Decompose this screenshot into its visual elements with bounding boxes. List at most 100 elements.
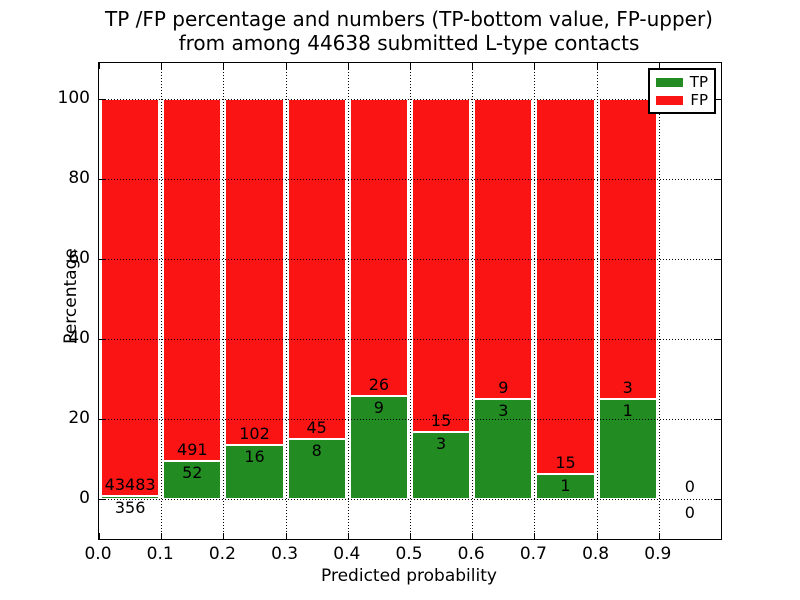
y-tick-mark — [99, 339, 105, 340]
tp-bar-segment — [412, 432, 471, 499]
x-tick-mark — [534, 533, 536, 539]
chart-title: TP /FP percentage and numbers (TP-bottom… — [98, 7, 720, 55]
x-tick-mark — [347, 63, 349, 69]
fp-bar-segment — [536, 99, 595, 474]
x-tick-mark — [161, 63, 163, 69]
y-tick-mark — [715, 99, 721, 100]
legend-entry-fp: FP — [656, 92, 708, 108]
fp-bar-segment — [287, 99, 346, 439]
horizontal-gridline — [99, 179, 721, 180]
vertical-gridline — [596, 63, 598, 539]
y-tick-label: 40 — [68, 328, 90, 348]
tp-bar-segment — [536, 474, 595, 499]
tp-bar-segment — [163, 460, 222, 499]
tp-count-label: 52 — [182, 462, 203, 482]
x-tick-label: 0.5 — [395, 544, 423, 564]
x-tick-mark — [596, 63, 598, 69]
y-tick-label: 60 — [68, 248, 90, 268]
x-tick-label: 0.9 — [644, 544, 672, 564]
horizontal-gridline — [99, 99, 721, 100]
tp-count-label: 1 — [560, 476, 571, 495]
tp-count-label: 16 — [244, 446, 265, 466]
legend-entry-tp: TP — [656, 74, 708, 90]
chart-title-line2: from among 44638 submitted L-type contac… — [178, 31, 640, 55]
y-tick-mark — [99, 259, 105, 260]
fp-bar-segment — [412, 99, 471, 433]
y-tick-mark — [715, 499, 721, 500]
vertical-gridline — [347, 63, 349, 539]
fp-legend-swatch — [656, 95, 683, 105]
fp-bar-segment — [349, 99, 408, 397]
fp-bar-segment — [598, 99, 657, 399]
x-tick-label: 0.7 — [519, 544, 547, 564]
fp-legend-label: FP — [690, 91, 708, 109]
x-tick-mark — [347, 533, 349, 539]
tp-count-label: 8 — [311, 440, 322, 460]
y-tick-label: 100 — [57, 88, 90, 108]
tp-bar-segment — [598, 399, 657, 499]
vertical-gridline — [161, 63, 163, 539]
tp-bar-segment — [101, 495, 160, 499]
tp-bar-segment — [474, 399, 533, 499]
horizontal-gridline — [99, 499, 721, 500]
fp-count-label: 102 — [239, 423, 270, 443]
x-tick-mark — [99, 533, 100, 539]
x-tick-label: 0.2 — [208, 544, 236, 564]
fp-count-label: 43483 — [104, 474, 156, 494]
y-tick-mark — [99, 419, 105, 420]
x-tick-mark — [99, 63, 100, 69]
vertical-gridline — [658, 63, 660, 539]
fp-bar-segment — [163, 99, 222, 461]
fp-count-label: 3 — [622, 378, 633, 397]
tp-count-label: 3 — [498, 401, 509, 420]
x-tick-mark — [472, 533, 474, 539]
fp-count-label: 491 — [177, 439, 208, 459]
x-tick-mark — [223, 63, 225, 69]
fp-bar-segment — [101, 99, 160, 496]
x-tick-mark — [285, 63, 287, 69]
x-tick-mark — [596, 533, 598, 539]
tp-legend-label: TP — [689, 73, 708, 91]
x-tick-label: 0.8 — [582, 544, 610, 564]
fp-count-label: 15 — [555, 453, 576, 472]
x-tick-mark — [472, 63, 474, 69]
fp-count-label: 15 — [430, 411, 452, 431]
horizontal-gridline — [99, 259, 721, 260]
y-tick-mark — [715, 419, 721, 420]
y-tick-label: 80 — [68, 168, 90, 188]
fp-bar-segment — [225, 99, 284, 445]
horizontal-gridline — [99, 339, 721, 340]
vertical-gridline — [223, 63, 225, 539]
fp-count-label: 45 — [306, 417, 327, 437]
vertical-gridline — [285, 63, 287, 539]
x-tick-mark — [410, 63, 411, 69]
x-tick-mark — [534, 63, 536, 69]
x-tick-mark — [161, 533, 163, 539]
tp-legend-swatch — [656, 77, 683, 87]
x-tick-mark — [658, 63, 660, 69]
fp-count-label: 0 — [684, 477, 695, 496]
y-tick-mark — [715, 339, 721, 340]
y-axis-label: Percentage — [61, 248, 81, 344]
x-tick-label: 0.6 — [457, 544, 485, 564]
tp-count-label: 0 — [684, 503, 695, 522]
x-axis-label: Predicted probability — [321, 566, 497, 586]
y-tick-mark — [715, 179, 721, 180]
fp-count-label: 9 — [498, 378, 509, 397]
chart-title-line1: TP /FP percentage and numbers (TP-bottom… — [105, 7, 713, 31]
x-tick-label: 0.1 — [146, 544, 174, 564]
y-tick-label: 20 — [68, 408, 90, 428]
x-tick-label: 0.4 — [333, 544, 361, 564]
vertical-gridline — [472, 63, 474, 539]
tp-bar-segment — [225, 444, 284, 499]
horizontal-gridline — [99, 419, 721, 420]
y-tick-mark — [99, 179, 105, 180]
y-tick-mark — [99, 99, 105, 100]
tp-bar-segment — [287, 438, 346, 499]
tp-count-label: 3 — [436, 434, 447, 454]
tp-count-label: 356 — [114, 497, 146, 517]
y-tick-mark — [99, 499, 105, 500]
x-tick-mark — [223, 533, 225, 539]
tp-count-label: 9 — [373, 398, 384, 418]
